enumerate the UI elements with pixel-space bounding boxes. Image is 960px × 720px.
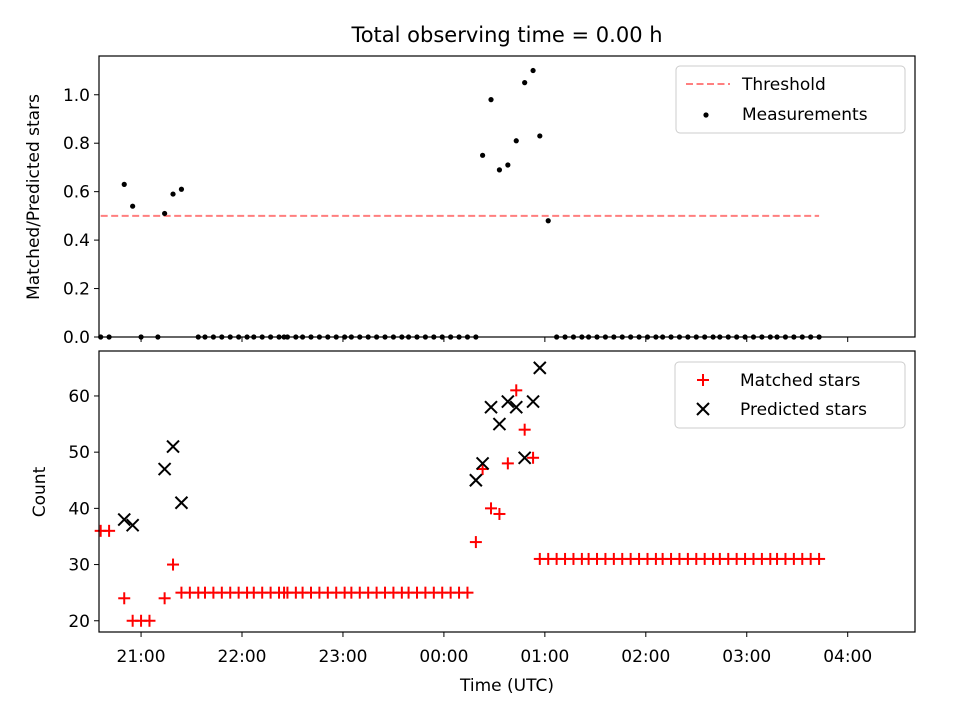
bottom-y-tick-label: 30	[68, 556, 90, 576]
matched-star-point	[461, 586, 474, 599]
legend-threshold-label: Threshold	[741, 75, 826, 95]
measurement-point	[162, 210, 168, 217]
bottom-legend: Matched stars Predicted stars	[674, 361, 906, 429]
predicted-star-point	[492, 417, 507, 431]
matched-star-point	[813, 552, 826, 565]
measurement-point	[545, 218, 551, 224]
top-y-axis-label: Matched/Predicted stars	[24, 94, 44, 300]
predicted-star-point	[125, 518, 140, 532]
x-tick-label: 22:00	[218, 647, 267, 667]
top-y-tick-label: 0.6	[63, 183, 90, 203]
legend-matched-label: Matched stars	[740, 371, 860, 391]
bottom-y-tick-label: 40	[68, 499, 90, 519]
bottom-x-ticks: 21:00 22:00 23:00 00:00 01:00 02:00 03:00 04:00	[117, 632, 872, 667]
top-panel: 0.0 0.2 0.4 0.6 0.8 1.0 Matched/Predicted sta…	[24, 55, 916, 348]
x-tick-label: 03:00	[722, 647, 771, 667]
top-y-ticks: 0.0 0.2 0.4 0.6 0.8 1.0	[63, 86, 99, 348]
bottom-legend-box	[674, 361, 906, 429]
matched-star-point	[527, 451, 540, 464]
predicted-star-point	[117, 512, 131, 527]
matched-star-point	[510, 384, 523, 397]
top-y-tick-label: 0.0	[63, 328, 90, 348]
x-tick-label: 01:00	[520, 647, 569, 667]
x-tick-label: 21:00	[117, 647, 166, 667]
predicted-star-point	[157, 462, 172, 476]
bottom-y-axis-label: Count	[30, 466, 50, 517]
matched-star-point	[485, 502, 498, 515]
x-tick-label: 00:00	[419, 647, 468, 667]
matched-star-point	[143, 614, 156, 627]
predicted-star-point	[484, 400, 498, 414]
top-y-tick-label: 0.4	[63, 231, 90, 251]
predicted-star-point	[475, 456, 490, 471]
bottom-y-ticks: 20 30 40 50 60	[68, 387, 99, 632]
bottom-y-tick-label: 50	[68, 443, 90, 463]
measurement-point	[496, 167, 503, 173]
x-tick-label: 04:00	[823, 647, 872, 667]
measurement-point	[513, 138, 519, 144]
bottom-axes-frame	[98, 350, 916, 633]
legend-measurements-label: Measurements	[742, 105, 868, 125]
measurement-point	[170, 191, 176, 197]
predicted-star-point	[533, 361, 547, 375]
matched-star-point	[493, 507, 506, 520]
measurement-point	[488, 97, 494, 103]
chart-title: Total observing time = 0.00 h	[350, 23, 662, 47]
matched-star-point	[501, 457, 514, 470]
matched-star-point	[118, 592, 131, 605]
predicted-star-point	[174, 496, 189, 510]
x-tick-label: 23:00	[318, 647, 367, 667]
predicted-star-point	[526, 394, 540, 409]
top-axes-frame	[98, 55, 916, 338]
x-tick-label: 02:00	[621, 647, 670, 667]
predicted-star-point	[166, 439, 180, 454]
predicted-star-point	[509, 400, 523, 414]
legend-predicted-label: Predicted stars	[740, 400, 867, 420]
top-y-tick-label: 1.0	[63, 86, 90, 106]
x-axis-label: Time (UTC)	[459, 676, 554, 696]
predicted-star-point	[501, 394, 515, 409]
measurement-point	[121, 181, 127, 187]
top-legend: Threshold Measurements	[675, 65, 906, 134]
legend-matched-swatch	[697, 374, 709, 386]
top-y-tick-label: 0.8	[63, 134, 90, 154]
measurement-point	[537, 133, 543, 139]
legend-measurements-swatch	[703, 112, 709, 118]
top-y-tick-label: 0.2	[63, 280, 90, 300]
predicted-star-point	[517, 451, 532, 465]
matched-star-point	[158, 592, 171, 605]
matched-star-point	[103, 524, 116, 537]
bottom-panel: 20 30 40 50 60 21:00 22:00 23:00 00:00 01:00 02:0…	[30, 350, 916, 696]
top-x-ticks	[140, 337, 849, 342]
measurement-point	[480, 152, 486, 158]
measurement-point	[130, 203, 136, 209]
matched-star-point	[518, 423, 531, 436]
matched-star-point	[476, 463, 489, 476]
measurement-point	[178, 186, 185, 192]
measurement-point	[530, 67, 536, 74]
legend-predicted-swatch	[696, 402, 710, 416]
matched-star-point	[167, 558, 180, 571]
bottom-marks	[94, 361, 826, 627]
matched-star-point	[469, 536, 482, 549]
bottom-y-tick-label: 60	[68, 387, 90, 407]
measurement-point	[522, 80, 528, 86]
bottom-y-tick-label: 20	[68, 612, 90, 632]
top-legend-box	[675, 65, 906, 134]
measurement-point	[505, 162, 511, 168]
predicted-star-point	[469, 473, 483, 487]
